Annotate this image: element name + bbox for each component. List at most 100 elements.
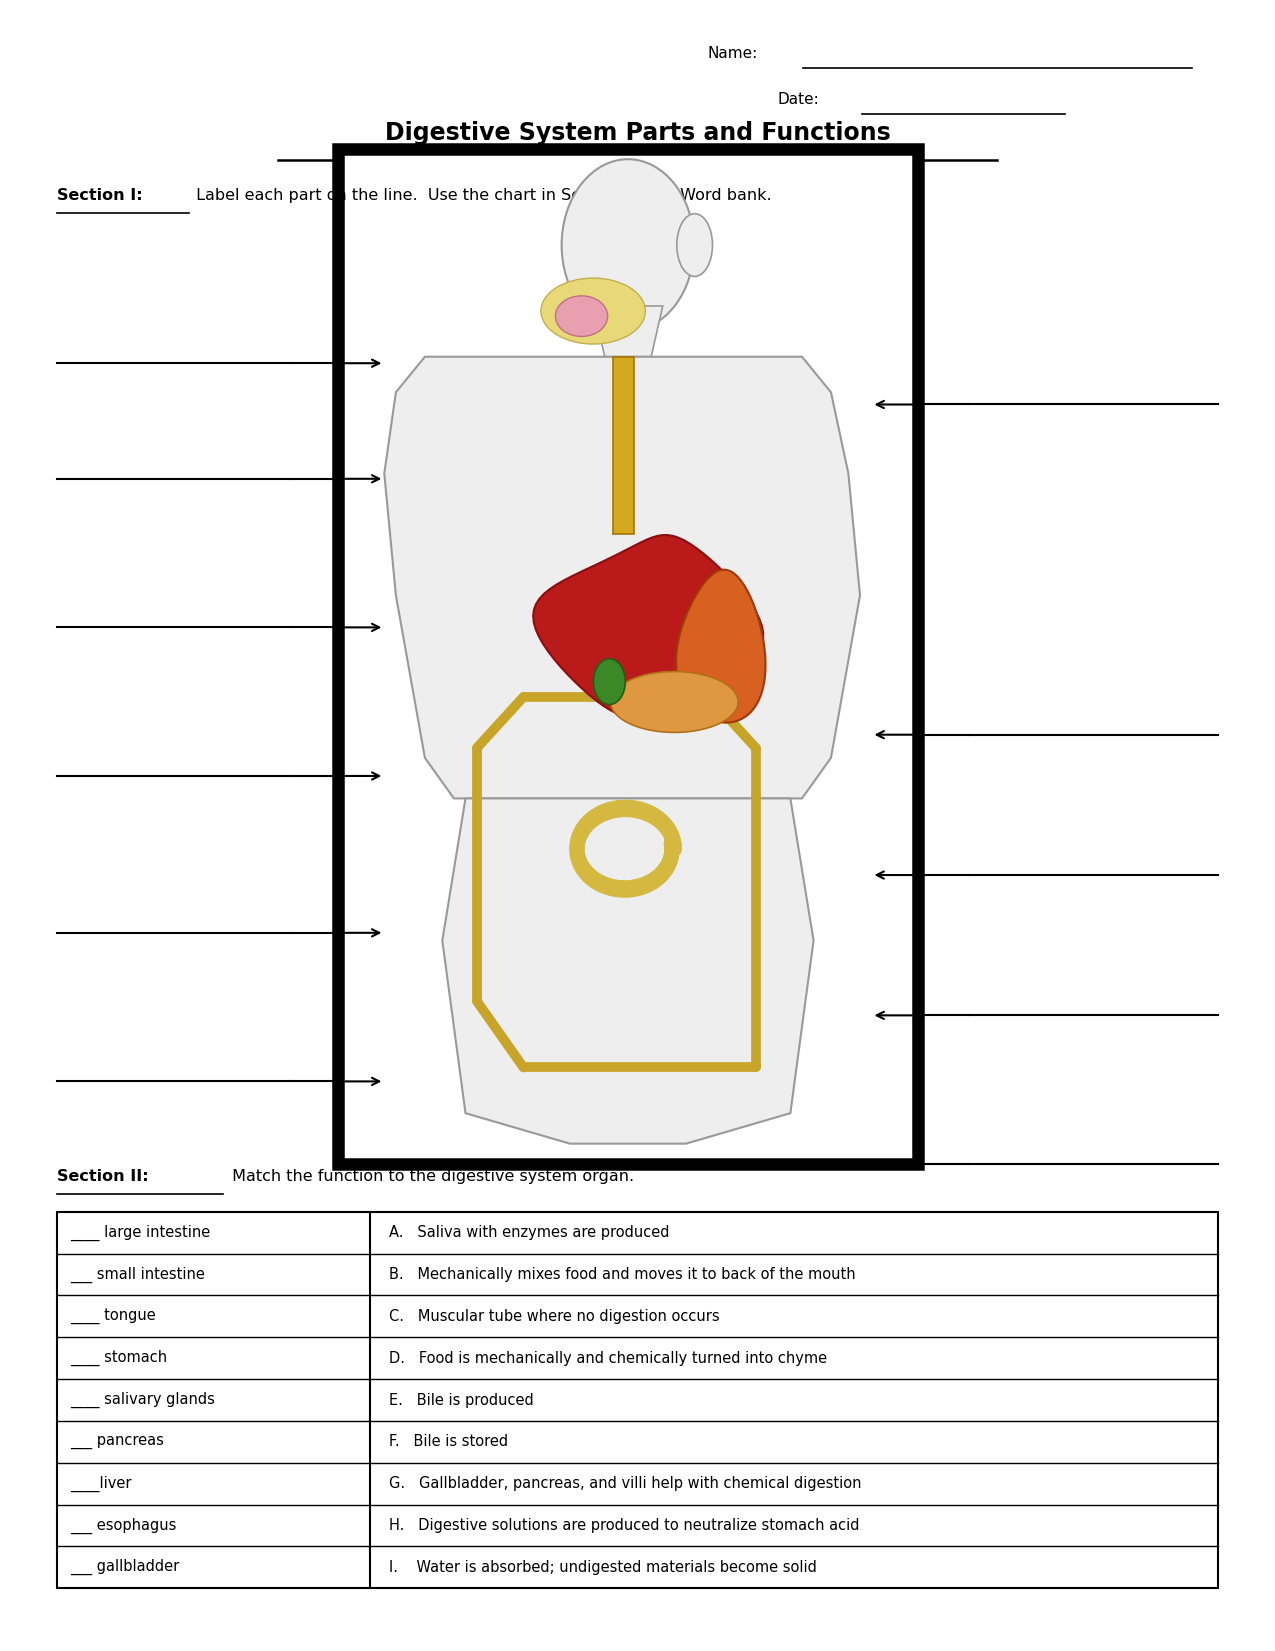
Circle shape (579, 817, 589, 832)
Circle shape (667, 824, 677, 839)
Circle shape (657, 816, 667, 829)
Circle shape (622, 799, 632, 812)
Circle shape (575, 824, 585, 837)
Circle shape (649, 873, 659, 887)
Bar (338, 149, 918, 1164)
Circle shape (606, 801, 616, 816)
Circle shape (597, 806, 608, 821)
Circle shape (664, 839, 674, 852)
Circle shape (621, 804, 632, 817)
Circle shape (578, 829, 588, 842)
Circle shape (649, 870, 660, 883)
Circle shape (606, 878, 616, 892)
Circle shape (571, 845, 583, 859)
Circle shape (630, 801, 640, 814)
Circle shape (584, 868, 594, 882)
Circle shape (667, 839, 677, 852)
Circle shape (584, 872, 594, 885)
Circle shape (586, 868, 597, 882)
Circle shape (578, 857, 588, 870)
Circle shape (639, 802, 649, 816)
Circle shape (639, 807, 649, 821)
Circle shape (668, 834, 678, 849)
Circle shape (641, 875, 652, 890)
Circle shape (613, 882, 623, 895)
Circle shape (634, 801, 645, 814)
Circle shape (617, 885, 629, 898)
Circle shape (625, 802, 635, 816)
Circle shape (581, 822, 592, 835)
Circle shape (648, 872, 658, 885)
Circle shape (578, 855, 588, 868)
Circle shape (603, 878, 615, 892)
Circle shape (586, 811, 597, 824)
Text: Match the function to the digestive system organ.: Match the function to the digestive syst… (227, 1169, 634, 1184)
Circle shape (664, 829, 674, 842)
Circle shape (659, 868, 669, 882)
Circle shape (579, 826, 589, 839)
Circle shape (655, 865, 666, 878)
Circle shape (571, 832, 581, 845)
Circle shape (664, 830, 674, 845)
Circle shape (653, 868, 663, 882)
Circle shape (620, 885, 630, 898)
Circle shape (636, 882, 646, 895)
Text: F.   Bile is stored: F. Bile is stored (389, 1435, 507, 1450)
Circle shape (657, 867, 668, 880)
Circle shape (579, 863, 589, 877)
Circle shape (575, 834, 585, 847)
Circle shape (668, 849, 680, 862)
Circle shape (653, 870, 663, 885)
Circle shape (616, 885, 626, 898)
Circle shape (570, 847, 580, 860)
Circle shape (593, 875, 603, 888)
Circle shape (588, 816, 598, 829)
Circle shape (595, 875, 607, 888)
Circle shape (572, 859, 584, 872)
Circle shape (576, 863, 587, 877)
Circle shape (594, 806, 604, 819)
Circle shape (594, 873, 604, 887)
Circle shape (616, 882, 626, 895)
Polygon shape (676, 570, 765, 723)
Circle shape (570, 834, 580, 849)
Circle shape (580, 824, 590, 837)
Circle shape (662, 822, 673, 835)
Circle shape (580, 816, 590, 830)
Circle shape (641, 804, 652, 817)
Circle shape (666, 832, 676, 847)
Polygon shape (593, 305, 663, 357)
Circle shape (620, 799, 630, 812)
Circle shape (659, 860, 669, 875)
Circle shape (625, 799, 635, 814)
Text: D.   Food is mechanically and chemically turned into chyme: D. Food is mechanically and chemically t… (389, 1351, 827, 1365)
Circle shape (583, 865, 594, 878)
Circle shape (644, 877, 654, 890)
Circle shape (663, 827, 673, 840)
Circle shape (653, 816, 664, 829)
Circle shape (579, 821, 589, 834)
Circle shape (630, 883, 640, 896)
Circle shape (612, 802, 623, 816)
Circle shape (650, 811, 660, 824)
Circle shape (627, 883, 638, 896)
Circle shape (584, 814, 595, 829)
Circle shape (632, 801, 643, 814)
Text: ____ tongue: ____ tongue (70, 1309, 156, 1324)
Circle shape (652, 811, 662, 826)
Circle shape (588, 812, 598, 826)
Circle shape (655, 811, 666, 826)
Circle shape (643, 875, 653, 888)
Circle shape (666, 860, 676, 873)
Circle shape (629, 882, 640, 895)
Circle shape (652, 814, 662, 827)
Circle shape (634, 880, 644, 893)
Circle shape (585, 870, 595, 883)
Circle shape (657, 863, 667, 877)
Circle shape (574, 839, 585, 854)
Circle shape (570, 837, 580, 850)
Circle shape (650, 875, 662, 888)
Circle shape (627, 880, 638, 893)
Circle shape (634, 878, 644, 892)
Circle shape (672, 840, 682, 854)
